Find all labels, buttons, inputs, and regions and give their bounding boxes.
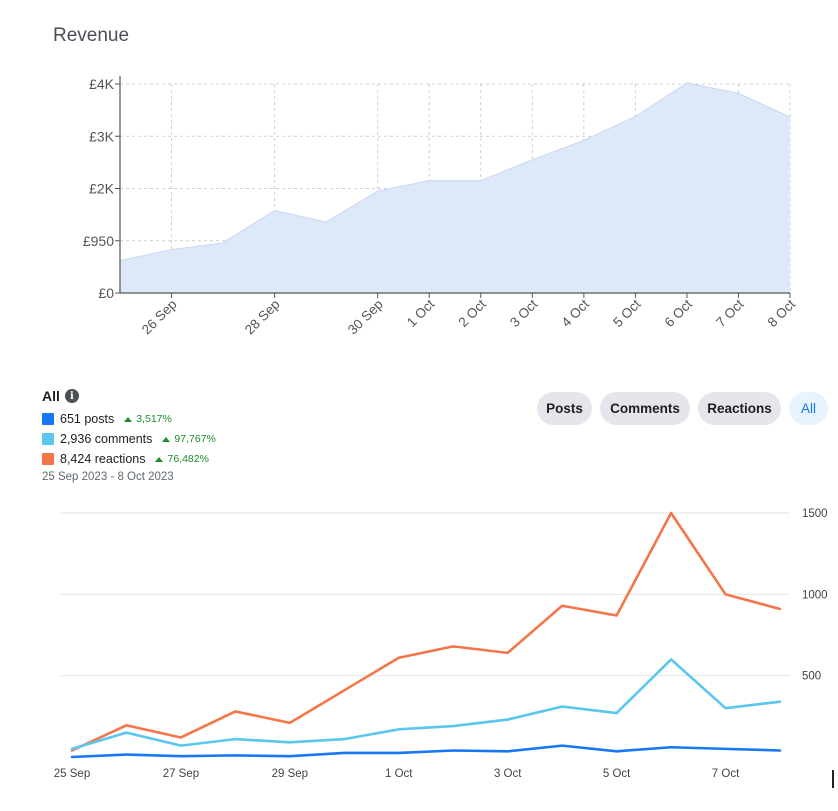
change-value: 76,482% — [167, 453, 209, 465]
revenue-chart: £0 £950 £2K £3K £4K 26 Sep 28 Sep 30 Sep 1 Oct 2 … — [83, 76, 799, 338]
x-tick-label: 4 Oct — [559, 296, 593, 330]
x-tick-label: 3 Oct — [507, 296, 541, 330]
x-tick-label: 30 Sep — [345, 297, 386, 338]
comments-line — [70, 658, 782, 751]
y-tick-label: 1000 — [802, 589, 828, 601]
x-tick-label: 1 Oct — [404, 296, 438, 330]
filter-posts-button[interactable]: Posts — [537, 392, 592, 425]
change-indicator: 76,482% — [155, 453, 209, 465]
legend-label: 2,936 comments — [60, 432, 153, 446]
up-arrow-icon — [124, 416, 133, 422]
legend-item-posts: 651 posts 3,517% — [42, 409, 216, 429]
up-arrow-icon — [155, 456, 164, 462]
legend-item-reactions: 8,424 reactions 76,482% — [42, 449, 216, 469]
y-tick-label: £950 — [83, 233, 114, 249]
posts-line — [70, 744, 782, 759]
change-indicator: 97,767% — [162, 433, 216, 445]
x-tick-label: 29 Sep — [272, 768, 308, 780]
y-tick-label: 1500 — [802, 508, 828, 520]
x-tick-label: 7 Oct — [713, 296, 747, 330]
filter-all-button[interactable]: All — [789, 392, 828, 425]
y-tick-label: 500 — [802, 671, 821, 683]
y-tick-label: £4K — [89, 76, 115, 92]
revenue-line — [119, 82, 791, 262]
x-tick-label: 5 Oct — [603, 768, 631, 780]
legend-item-comments: 2,936 comments 97,767% — [42, 429, 216, 449]
all-heading-label: All — [42, 388, 60, 404]
x-tick-label: 27 Sep — [163, 768, 199, 780]
legend-label: 651 posts — [60, 412, 115, 426]
legend-label: 8,424 reactions — [60, 452, 146, 466]
x-tick-label: 5 Oct — [610, 296, 644, 330]
text-cursor — [832, 770, 834, 788]
reactions-swatch — [42, 453, 54, 465]
x-tick-label: 3 Oct — [494, 768, 522, 780]
filter-comments-button[interactable]: Comments — [600, 392, 690, 425]
change-value: 3,517% — [136, 413, 172, 425]
y-tick-label: £3K — [89, 128, 115, 144]
legend: 651 posts 3,517% 2,936 comments 97,767% … — [42, 409, 216, 469]
x-tick-label: 7 Oct — [712, 768, 740, 780]
x-tick-label: 6 Oct — [662, 296, 696, 330]
y-tick-label: £2K — [89, 181, 115, 197]
all-heading: All i — [42, 388, 79, 404]
date-range: 25 Sep 2023 - 8 Oct 2023 — [42, 471, 174, 483]
info-icon[interactable]: i — [64, 389, 79, 403]
x-tick-label: 1 Oct — [385, 768, 413, 780]
revenue-area — [120, 82, 790, 293]
change-value: 97,767% — [174, 433, 216, 445]
engagement-chart: 500 1000 1500 25 Sep 27 Sep 29 Sep 1 Oct 3 Oct 5… — [54, 508, 828, 780]
change-indicator: 3,517% — [124, 413, 172, 425]
x-tick-label: 8 Oct — [765, 296, 799, 330]
revenue-title: Revenue — [53, 25, 130, 46]
y-tick-label: £0 — [98, 285, 114, 301]
x-tick-label: 28 Sep — [242, 297, 283, 338]
x-tick-label: 26 Sep — [139, 297, 180, 338]
posts-swatch — [42, 413, 54, 425]
reactions-line — [70, 511, 782, 752]
x-tick-label: 25 Sep — [54, 768, 90, 780]
up-arrow-icon — [162, 436, 171, 442]
filter-reactions-button[interactable]: Reactions — [698, 392, 781, 425]
comments-swatch — [42, 433, 54, 445]
x-tick-label: 2 Oct — [455, 296, 489, 330]
